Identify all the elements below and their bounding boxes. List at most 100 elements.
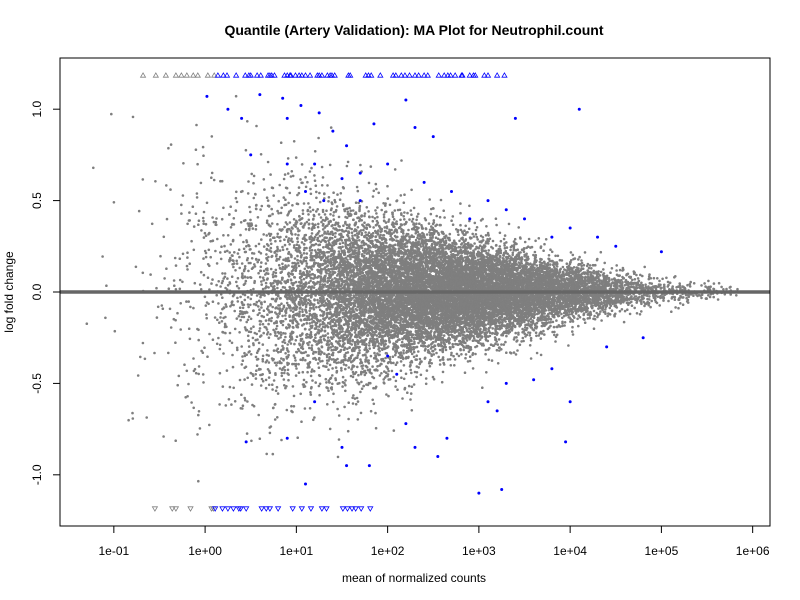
gene-point <box>224 303 227 306</box>
gene-point <box>430 362 434 365</box>
gene-point <box>471 232 475 236</box>
gene-point <box>321 218 325 222</box>
gene-point <box>252 174 256 178</box>
gene-point <box>216 318 219 322</box>
gene-point <box>332 191 335 194</box>
gene-point <box>402 377 406 381</box>
gene-point <box>406 391 409 395</box>
gene-point <box>300 278 303 282</box>
gene-point <box>328 427 332 431</box>
gene-point <box>280 374 284 378</box>
gene-point <box>219 257 223 261</box>
gene-point <box>264 378 268 382</box>
gene-point <box>360 219 364 222</box>
gene-point <box>281 245 284 249</box>
gene-point <box>275 364 278 367</box>
gene-point <box>327 389 330 393</box>
gene-point <box>249 210 252 214</box>
gene-point <box>285 408 289 412</box>
gene-point <box>222 206 225 210</box>
gene-point <box>236 252 240 255</box>
gene-point <box>334 377 337 380</box>
gene-point <box>258 329 261 333</box>
gene-point <box>444 348 448 352</box>
gene-point <box>143 357 147 361</box>
gene-point <box>202 273 206 277</box>
gene-point <box>273 418 277 421</box>
gene-point <box>406 211 409 215</box>
gene-point <box>243 351 246 355</box>
gene-point <box>299 392 303 396</box>
gene-point <box>293 356 297 360</box>
gene-point <box>360 214 364 217</box>
gene-point <box>342 363 346 366</box>
gene-point <box>523 240 527 244</box>
gene-point <box>288 221 292 224</box>
gene-point <box>224 404 228 407</box>
gene-point <box>382 378 386 381</box>
gene-point <box>296 261 300 265</box>
gene-point <box>218 403 221 406</box>
gene-point <box>245 320 248 324</box>
gene-point <box>261 360 265 363</box>
gene-point <box>229 226 233 229</box>
gene-point <box>339 192 343 195</box>
gene-point <box>491 327 495 330</box>
gene-point <box>633 295 637 298</box>
gene-point <box>411 217 415 221</box>
gene-point <box>689 280 692 284</box>
gene-point <box>403 211 406 214</box>
gene-point <box>338 242 342 245</box>
gene-point <box>386 184 389 188</box>
gene-point <box>249 303 252 307</box>
gene-point <box>571 320 575 323</box>
gene-point <box>252 325 255 329</box>
gene-point <box>313 416 316 419</box>
gene-point <box>253 265 257 268</box>
gene-point <box>409 209 413 212</box>
gene-point <box>219 312 223 315</box>
gene-point <box>471 339 475 343</box>
gene-point <box>588 270 592 274</box>
gene-point <box>458 239 461 243</box>
gene-point <box>498 245 502 248</box>
gene-point <box>234 209 238 212</box>
gene-point <box>215 217 218 220</box>
gene-point <box>282 196 286 199</box>
gene-point <box>197 365 201 368</box>
gene-point <box>728 286 732 289</box>
gene-point <box>324 377 328 381</box>
gene-point <box>174 439 177 443</box>
gene-point <box>294 362 298 366</box>
gene-point <box>245 432 249 435</box>
gene-point <box>481 236 485 239</box>
gene-point <box>165 184 168 187</box>
gene-point <box>197 372 200 376</box>
gene-point <box>528 344 532 347</box>
gene-point <box>312 418 315 422</box>
gene-point <box>618 309 622 313</box>
gene-point <box>505 246 509 249</box>
chart-title: Quantile (Artery Validation): MA Plot fo… <box>224 22 603 38</box>
gene-point <box>462 348 466 352</box>
gene-point <box>490 359 494 362</box>
gene-point <box>331 382 334 386</box>
gene-point <box>329 213 332 216</box>
gene-point <box>203 346 206 350</box>
gene-point <box>384 371 388 375</box>
gene-point <box>260 377 264 381</box>
gene-point <box>586 269 589 273</box>
gene-point <box>241 355 244 358</box>
gene-point <box>424 382 428 386</box>
gene-point <box>156 305 160 309</box>
gene-point <box>707 294 710 297</box>
gene-point <box>644 283 647 287</box>
gene-point <box>351 396 354 400</box>
gene-point <box>317 213 321 216</box>
gene-point <box>262 279 265 282</box>
gene-point <box>360 387 364 391</box>
gene-point <box>227 398 231 401</box>
gene-point <box>254 373 257 376</box>
gene-point <box>292 218 296 221</box>
gene-point <box>293 257 297 260</box>
